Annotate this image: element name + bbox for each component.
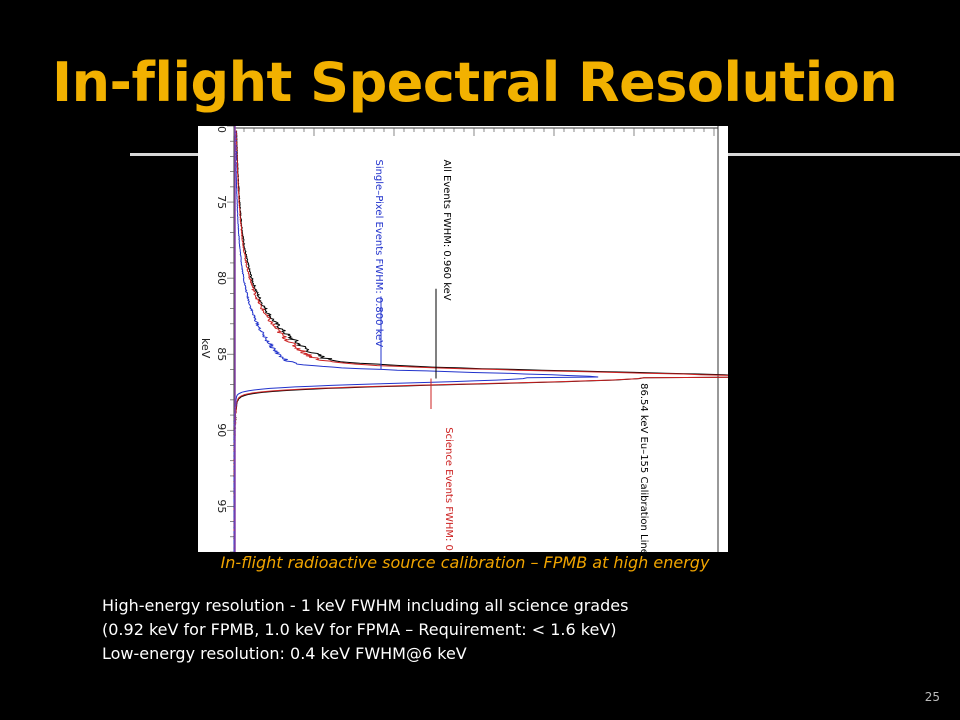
energy-axis-label: keV bbox=[199, 338, 212, 359]
title-band bbox=[0, 0, 960, 150]
energy-tick-label: 70 bbox=[215, 126, 228, 133]
all-events-annotation: All Events FWHM: 0.960 keV bbox=[441, 159, 452, 300]
spectrum-plot: 70 75 80 85 90 95 keV Single–Pixel Events FWHM:… bbox=[198, 126, 728, 552]
body-line-1: High-energy resolution - 1 keV FWHM incl… bbox=[102, 596, 629, 615]
slide-title: In-flight Spectral Resolution bbox=[52, 51, 898, 114]
single-pixel-annotation: Single–Pixel Events FWHM: 0.800 keV bbox=[373, 159, 384, 347]
energy-tick-label: 85 bbox=[215, 347, 228, 361]
body-line-2: (0.92 keV for FPMB, 1.0 keV for FPMA – R… bbox=[102, 620, 617, 639]
calibration-line-annotation: 86.54 keV Eu–155 Calibration Line bbox=[638, 383, 649, 552]
spectrum-chart-svg: 70 75 80 85 90 95 keV Single–Pixel Events FWHM:… bbox=[198, 126, 728, 552]
slide-number: 25 bbox=[924, 690, 940, 704]
science-events-annotation: Science Events FWHM: 0.920 keV bbox=[443, 427, 454, 552]
body-text: High-energy resolution - 1 keV FWHM incl… bbox=[102, 594, 902, 666]
energy-tick-label: 90 bbox=[215, 423, 228, 437]
energy-tick-label: 95 bbox=[215, 499, 228, 513]
figure-caption: In-flight radioactive source calibration… bbox=[220, 553, 710, 572]
energy-tick-label: 80 bbox=[215, 271, 228, 285]
energy-tick-label: 75 bbox=[215, 195, 228, 209]
body-line-3: Low-energy resolution: 0.4 keV FWHM@6 ke… bbox=[102, 644, 467, 663]
